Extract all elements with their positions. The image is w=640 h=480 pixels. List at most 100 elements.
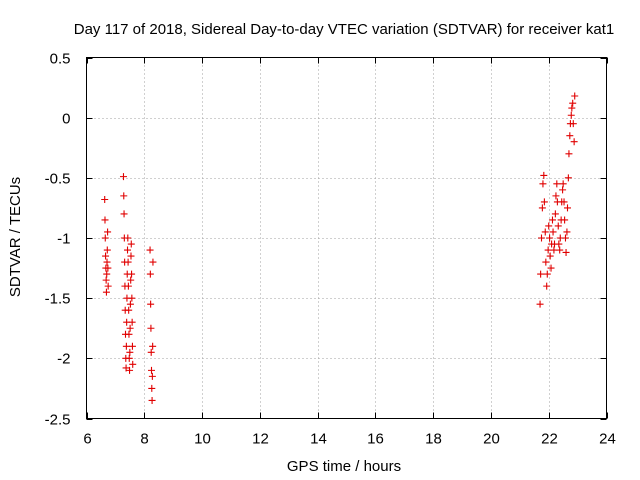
y-tick-label: 0.5 [50,51,71,68]
data-point [128,318,136,326]
data-point [546,252,554,260]
data-point [540,198,548,206]
data-point [549,228,557,236]
data-point [551,210,559,218]
data-point [122,342,130,350]
x-tick-label: 16 [367,431,384,448]
data-point [104,228,112,236]
y-tick-label: -1 [57,231,70,248]
data-point [102,288,110,296]
data-point [148,366,155,374]
x-tick-label: 12 [252,431,269,448]
data-point [538,204,546,212]
data-point [543,270,551,278]
data-point [126,300,134,308]
chart-title: Day 117 of 2018, Sidereal Day-to-day VTE… [74,21,615,38]
data-point [570,138,578,146]
x-tick-label: 20 [483,431,500,448]
data-point [561,216,569,224]
data-point [552,192,560,200]
data-point [128,342,136,350]
data-point [146,246,154,254]
data-point [148,396,156,404]
x-tick-label: 18 [425,431,442,448]
data-point [104,264,112,272]
data-point [126,348,134,356]
data-point [146,270,154,278]
data-point [564,174,572,182]
data-point [568,104,576,112]
data-point [536,300,544,308]
data-point [566,132,574,140]
x-tick-label: 22 [541,431,558,448]
data-point [125,330,133,338]
data-point [545,222,553,230]
x-tick-labels: 6 8 10 12 14 16 18 20 22 24 [83,431,616,448]
data-point [101,195,109,203]
x-tick-label: 6 [83,431,91,448]
data-point [103,246,111,254]
data-point [563,228,571,236]
y-tick-label: -2.5 [45,412,71,429]
ticks [86,57,608,420]
data-point [147,300,155,308]
data-point [129,360,137,368]
data-point [147,324,155,332]
data-point [102,276,110,284]
data-point [561,234,569,242]
data-point [124,282,132,290]
data-point [559,180,567,188]
data-point [101,216,109,224]
data-points [101,92,579,404]
data-point [119,173,127,181]
data-point [537,270,545,278]
data-point [125,354,133,362]
data-point [553,180,561,188]
data-point [569,99,577,107]
data-point [556,246,564,254]
data-point [548,216,556,224]
data-point [103,258,111,266]
data-point [120,192,128,200]
data-point [149,258,157,266]
data-point [104,282,112,290]
data-point [540,171,548,179]
data-point [101,234,109,242]
data-point [124,246,132,254]
data-point [542,258,550,266]
data-point [103,270,111,278]
data-point [124,258,132,266]
y-tick-labels: 0.5 0 -0.5 -1 -1.5 -2 -2.5 [45,51,71,429]
data-point [539,180,547,188]
data-point [560,198,568,206]
x-tick-label: 10 [194,431,211,448]
data-point [148,384,156,392]
data-point [102,252,110,260]
grid [86,57,607,419]
data-point [543,282,551,290]
data-point [127,240,135,248]
y-tick-label: 0 [62,111,70,128]
data-point [538,234,545,242]
data-point [120,210,128,218]
x-tick-label: 8 [140,431,148,448]
data-point [125,306,133,314]
y-tick-label: -0.5 [45,171,71,188]
data-point [547,264,555,272]
x-tick-label: 24 [599,431,616,448]
y-axis-label: SDTVAR / TECUs [7,177,24,297]
y-tick-label: -2 [57,351,70,368]
data-point [124,234,132,242]
x-tick-label: 14 [310,431,327,448]
data-point [564,204,571,212]
data-point [567,111,575,119]
data-point [149,342,157,350]
data-point [555,240,563,248]
data-point [541,228,549,236]
data-point [127,252,135,260]
y-tick-label: -1.5 [45,291,71,308]
data-point [546,234,554,242]
data-point [559,186,567,194]
